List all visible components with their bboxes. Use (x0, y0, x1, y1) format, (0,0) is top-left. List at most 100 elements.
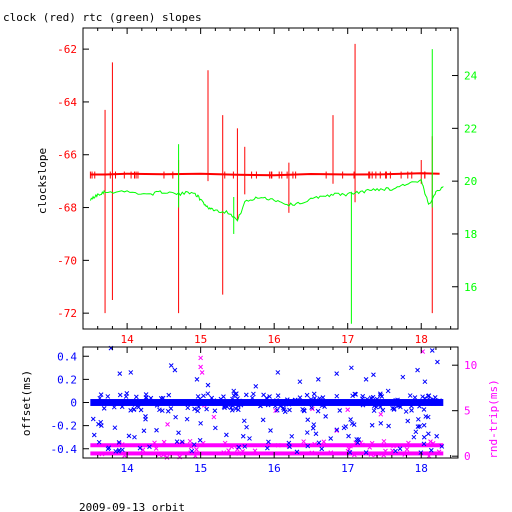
blue-point (241, 418, 247, 424)
blue-point (160, 395, 166, 401)
blue-point (315, 408, 321, 414)
x-tick-label-3: 17 (341, 462, 354, 475)
blue-outlier-14 (242, 444, 248, 449)
blue-point (311, 422, 317, 427)
magenta-point (426, 453, 432, 459)
blue-point (328, 436, 334, 441)
blue-point (265, 445, 270, 451)
magenta-band-0 (90, 451, 444, 456)
magenta-point-1 (198, 364, 204, 370)
blue-point (319, 446, 325, 452)
blue-point (409, 408, 414, 413)
x-tick-label-2: 16 (268, 333, 281, 346)
x-tick-label-4: 18 (415, 333, 428, 346)
blue-point (284, 397, 290, 402)
blue-point (322, 404, 327, 410)
magenta-point (187, 438, 193, 444)
magenta-point-11 (378, 411, 384, 417)
magenta-point (176, 441, 182, 447)
y-tick-label-2: -66 (57, 149, 77, 162)
blue-point (396, 403, 402, 408)
blue-point (240, 433, 246, 439)
blue-point (236, 444, 242, 450)
blue-point (148, 395, 154, 401)
blue-point (417, 403, 422, 409)
blue-outlier-8 (189, 448, 195, 454)
blue-point (320, 395, 326, 400)
blue-point (352, 391, 358, 397)
blue-point (385, 401, 391, 406)
bottom-y-axis: 0.4 0.2 0 -0.2 -0.4 (51, 350, 89, 456)
blue-point (192, 406, 197, 412)
blue-point (90, 416, 96, 422)
blue-point (131, 407, 137, 413)
magenta-point (404, 447, 410, 452)
magenta-point (164, 455, 170, 460)
blue-point (123, 394, 129, 399)
blue-point (360, 402, 366, 408)
blue-point (369, 422, 375, 428)
magenta-point (152, 440, 157, 446)
magenta-point (252, 448, 258, 454)
blue-outlier-34 (415, 367, 420, 373)
blue-point (113, 448, 119, 454)
blue-point (258, 403, 263, 409)
blue-point (204, 406, 209, 412)
y-tick-label-3: -0.2 (51, 420, 78, 433)
blue-point (374, 396, 380, 402)
blue-point (192, 399, 198, 405)
y-tick-label-4: -70 (57, 254, 77, 267)
blue-point (221, 394, 226, 400)
blue-outlier-12 (224, 432, 229, 438)
blue-point (266, 439, 271, 445)
magenta-point (160, 452, 166, 458)
blue-point (426, 399, 432, 405)
blue-point (311, 391, 317, 397)
blue-point (176, 430, 181, 436)
y-tick-label-1: -64 (57, 96, 77, 109)
blue-outlier-1 (117, 371, 123, 376)
red-series-line (90, 172, 440, 177)
magenta-point-9 (211, 414, 217, 420)
blue-point (280, 398, 286, 404)
blue-point (250, 395, 255, 401)
bottom-y2-axis-label: rnd-trip(ms) (487, 379, 500, 458)
blue-point (173, 414, 178, 420)
magenta-point (240, 449, 246, 454)
magenta-point (383, 448, 388, 454)
blue-point (191, 442, 197, 447)
blue-point (421, 441, 427, 447)
blue-point (228, 405, 234, 411)
blue-point (222, 405, 227, 411)
blue-outlier-20 (304, 430, 310, 435)
blue-point (365, 400, 371, 406)
magenta-point (328, 450, 334, 456)
blue-point (185, 405, 191, 411)
blue-point (405, 418, 411, 424)
blue-point (348, 417, 353, 422)
blue-point (223, 402, 228, 408)
blue-point (313, 431, 319, 437)
chart-title: clock (red) rtc (green) slopes (3, 11, 202, 24)
magenta-point (188, 444, 194, 450)
blue-point (421, 407, 427, 412)
blue-point (195, 394, 201, 399)
y2-tick-label-1: 5 (464, 405, 471, 418)
magenta-point (381, 438, 387, 444)
blue-outlier-19 (297, 379, 303, 385)
blue-outlier-10 (205, 382, 211, 388)
blue-point (166, 392, 172, 398)
bottom-y2-axis: 0 5 10 (452, 359, 477, 463)
blue-point (421, 434, 427, 440)
blue-point (275, 393, 281, 398)
blue-point (363, 450, 369, 455)
magenta-point (391, 443, 396, 449)
x-tick-label-0: 14 (120, 333, 134, 346)
magenta-point (367, 445, 373, 450)
blue-point (310, 425, 316, 431)
bottom-y-axis-label: offset(ms) (20, 370, 33, 436)
blue-point (251, 391, 256, 397)
blue-outlier-35 (422, 379, 428, 385)
magenta-point (119, 442, 125, 447)
blue-point (105, 394, 111, 399)
